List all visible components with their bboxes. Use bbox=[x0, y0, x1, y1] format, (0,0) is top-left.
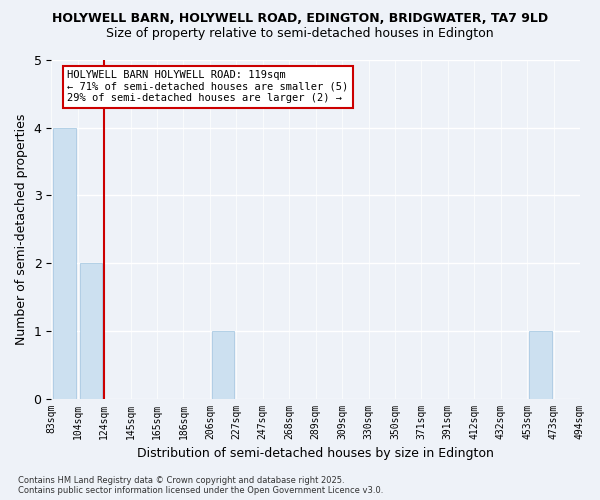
Text: HOLYWELL BARN HOLYWELL ROAD: 119sqm
← 71% of semi-detached houses are smaller (5: HOLYWELL BARN HOLYWELL ROAD: 119sqm ← 71… bbox=[67, 70, 349, 103]
Bar bbox=[80, 263, 102, 398]
Y-axis label: Number of semi-detached properties: Number of semi-detached properties bbox=[15, 114, 28, 345]
Text: Size of property relative to semi-detached houses in Edington: Size of property relative to semi-detach… bbox=[106, 28, 494, 40]
X-axis label: Distribution of semi-detached houses by size in Edington: Distribution of semi-detached houses by … bbox=[137, 447, 494, 460]
Bar bbox=[529, 331, 551, 398]
Text: Contains HM Land Registry data © Crown copyright and database right 2025.
Contai: Contains HM Land Registry data © Crown c… bbox=[18, 476, 383, 495]
Bar bbox=[53, 128, 76, 398]
Bar bbox=[212, 331, 235, 398]
Text: HOLYWELL BARN, HOLYWELL ROAD, EDINGTON, BRIDGWATER, TA7 9LD: HOLYWELL BARN, HOLYWELL ROAD, EDINGTON, … bbox=[52, 12, 548, 26]
